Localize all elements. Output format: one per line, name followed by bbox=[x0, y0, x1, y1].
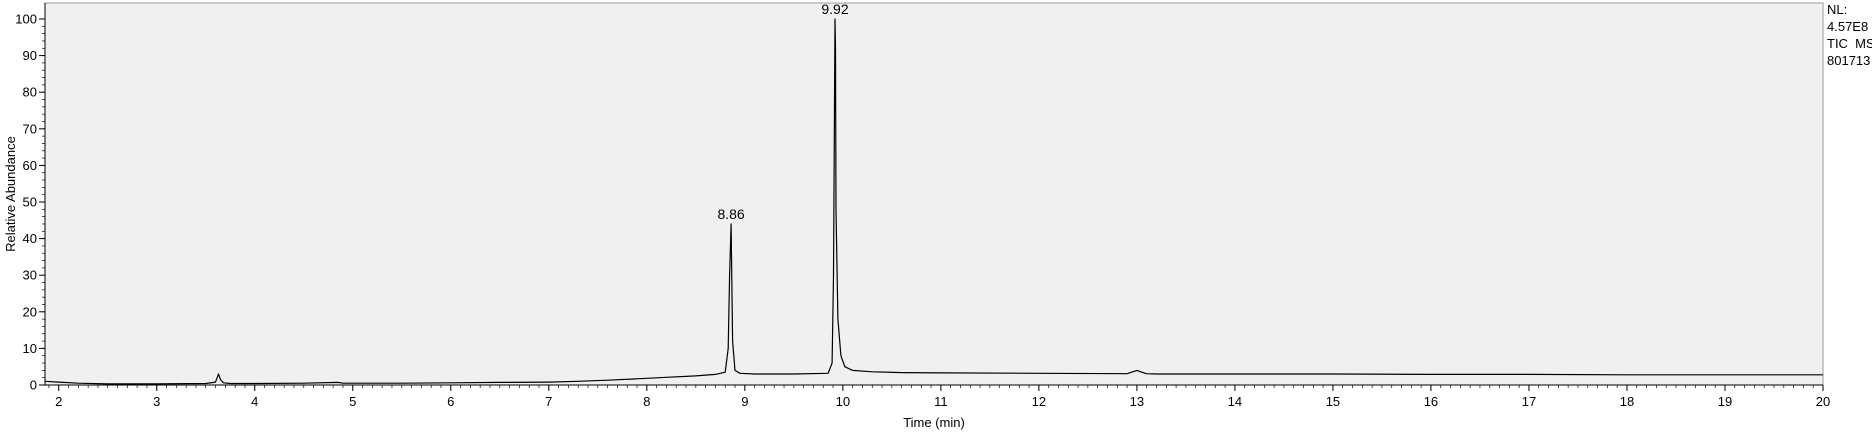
x-tick-label: 6 bbox=[447, 394, 454, 409]
y-tick-label: 30 bbox=[23, 268, 37, 283]
y-axis-title: Relative Abundance bbox=[3, 136, 18, 252]
y-axis-ticks: 0 10 20 30 40 50 60 70 80 90 100 bbox=[15, 12, 45, 393]
x-tick-label: 19 bbox=[1718, 394, 1732, 409]
scan-type: TIC MS bbox=[1827, 36, 1872, 51]
y-tick-label: 100 bbox=[15, 12, 37, 27]
y-tick-label: 80 bbox=[23, 85, 37, 100]
y-tick-label: 0 bbox=[30, 378, 37, 393]
plot-area bbox=[44, 2, 1824, 386]
x-tick-label: 2 bbox=[55, 394, 62, 409]
y-tick-label: 50 bbox=[23, 195, 37, 210]
x-tick-label: 11 bbox=[934, 394, 948, 409]
x-tick-label: 4 bbox=[251, 394, 258, 409]
x-tick-label: 15 bbox=[1326, 394, 1340, 409]
x-tick-label: 5 bbox=[349, 394, 356, 409]
x-tick-label: 18 bbox=[1620, 394, 1634, 409]
x-tick-label: 20 bbox=[1816, 394, 1830, 409]
y-tick-label: 20 bbox=[23, 304, 37, 319]
nl-value: 4.57E8 bbox=[1827, 19, 1868, 34]
y-tick-label: 60 bbox=[23, 158, 37, 173]
x-tick-label: 13 bbox=[1130, 394, 1144, 409]
tic-trace bbox=[44, 18, 1823, 385]
x-tick-label: 8 bbox=[643, 394, 650, 409]
x-tick-label: 7 bbox=[545, 394, 552, 409]
x-tick-label: 17 bbox=[1522, 394, 1536, 409]
x-tick-label: 3 bbox=[153, 394, 160, 409]
x-tick-label: 14 bbox=[1228, 394, 1242, 409]
file-name: 801713 bbox=[1827, 53, 1870, 68]
nl-label: NL: bbox=[1827, 2, 1847, 17]
y-tick-label: 90 bbox=[23, 48, 37, 63]
y-tick-label: 70 bbox=[23, 121, 37, 136]
x-axis-title: Time (min) bbox=[903, 415, 965, 430]
peak-labels: 8.86 9.92 bbox=[717, 1, 848, 222]
x-tick-label: 10 bbox=[836, 394, 850, 409]
peak-label: 9.92 bbox=[821, 1, 848, 17]
peak-label: 8.86 bbox=[717, 206, 744, 222]
x-tick-label: 12 bbox=[1032, 394, 1046, 409]
y-tick-label: 10 bbox=[23, 341, 37, 356]
x-tick-label: 9 bbox=[741, 394, 748, 409]
x-tick-label: 16 bbox=[1424, 394, 1438, 409]
y-tick-label: 40 bbox=[23, 231, 37, 246]
x-axis-ticks: 2 3 4 5 6 7 8 9 10 11 12 13 14 15 16 17 18 19 20 bbox=[55, 385, 1830, 409]
